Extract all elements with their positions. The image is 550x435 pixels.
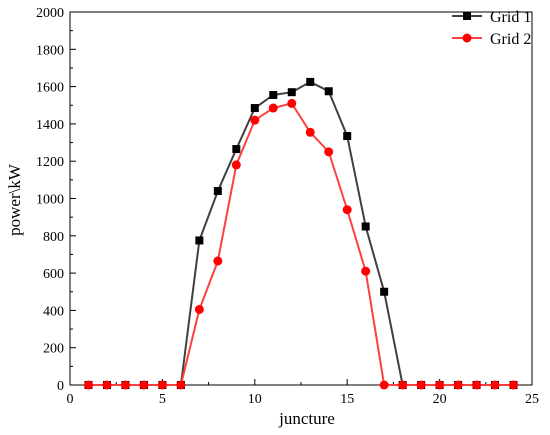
y-tick-label: 800 (43, 230, 64, 245)
data-point (287, 98, 297, 108)
legend-item: Grid 1 (452, 9, 531, 26)
series-1 (84, 77, 518, 389)
y-tick-label: 1200 (36, 155, 64, 170)
data-point (83, 380, 93, 390)
data-point (453, 380, 463, 390)
data-point (231, 160, 241, 170)
data-point (194, 304, 204, 314)
data-point (343, 132, 352, 141)
data-point (213, 256, 223, 266)
data-point (213, 187, 222, 196)
data-point (324, 87, 333, 96)
data-point (102, 380, 112, 390)
data-point (509, 380, 519, 390)
x-tick-label: 20 (433, 392, 447, 407)
data-point (120, 380, 130, 390)
data-point (250, 104, 259, 113)
y-tick-label: 1000 (36, 193, 64, 208)
data-point (305, 127, 315, 137)
series-layer (83, 77, 519, 390)
y-tick-label: 0 (57, 379, 64, 394)
y-tick-label: 600 (43, 267, 64, 282)
series-line (88, 80, 514, 386)
data-point (379, 380, 389, 390)
legend: Grid 1 Grid 2 (452, 9, 531, 48)
data-point (472, 380, 482, 390)
x-tick-label: 5 (159, 392, 166, 407)
x-tick-label: 0 (67, 392, 74, 407)
data-point (269, 90, 278, 99)
data-point (416, 380, 426, 390)
data-point (398, 380, 408, 390)
x-tick-label: 10 (248, 392, 262, 407)
data-point (342, 205, 352, 215)
data-point (361, 266, 371, 276)
axes: 0 5 10 15 20 25 0 200 400 600 800 1000 1200 1400 1600 1… (36, 6, 539, 407)
legend-item: Grid 2 (452, 31, 531, 48)
series-2 (83, 98, 519, 390)
data-point (306, 77, 315, 86)
y-axis-title: power\kW (5, 163, 24, 236)
data-point (435, 380, 445, 390)
data-point (490, 380, 500, 390)
data-point (176, 380, 186, 390)
data-point (195, 236, 204, 245)
y-tick-label: 1600 (36, 81, 64, 96)
legend-label: Grid 1 (490, 9, 531, 26)
data-point (157, 380, 167, 390)
y-tick-label: 2000 (36, 6, 64, 21)
y-tick-label: 200 (43, 342, 64, 357)
legend-marker (463, 12, 471, 20)
x-axis-title: juncture (278, 409, 335, 428)
data-point (250, 115, 260, 125)
data-point (324, 147, 334, 157)
y-tick-label: 1400 (36, 118, 64, 133)
data-point (139, 380, 149, 390)
data-point (268, 103, 278, 113)
plot-frame (69, 11, 533, 386)
y-tick-label: 1800 (36, 43, 64, 58)
data-point (287, 88, 296, 97)
legend-label: Grid 2 (490, 31, 531, 48)
x-tick-label: 25 (525, 392, 539, 407)
x-tick-label: 15 (340, 392, 354, 407)
y-tick-label: 400 (43, 304, 64, 319)
legend-marker (462, 33, 472, 43)
data-point (361, 222, 370, 231)
series-line (88, 102, 514, 386)
data-point (232, 145, 241, 154)
data-point (380, 287, 389, 296)
